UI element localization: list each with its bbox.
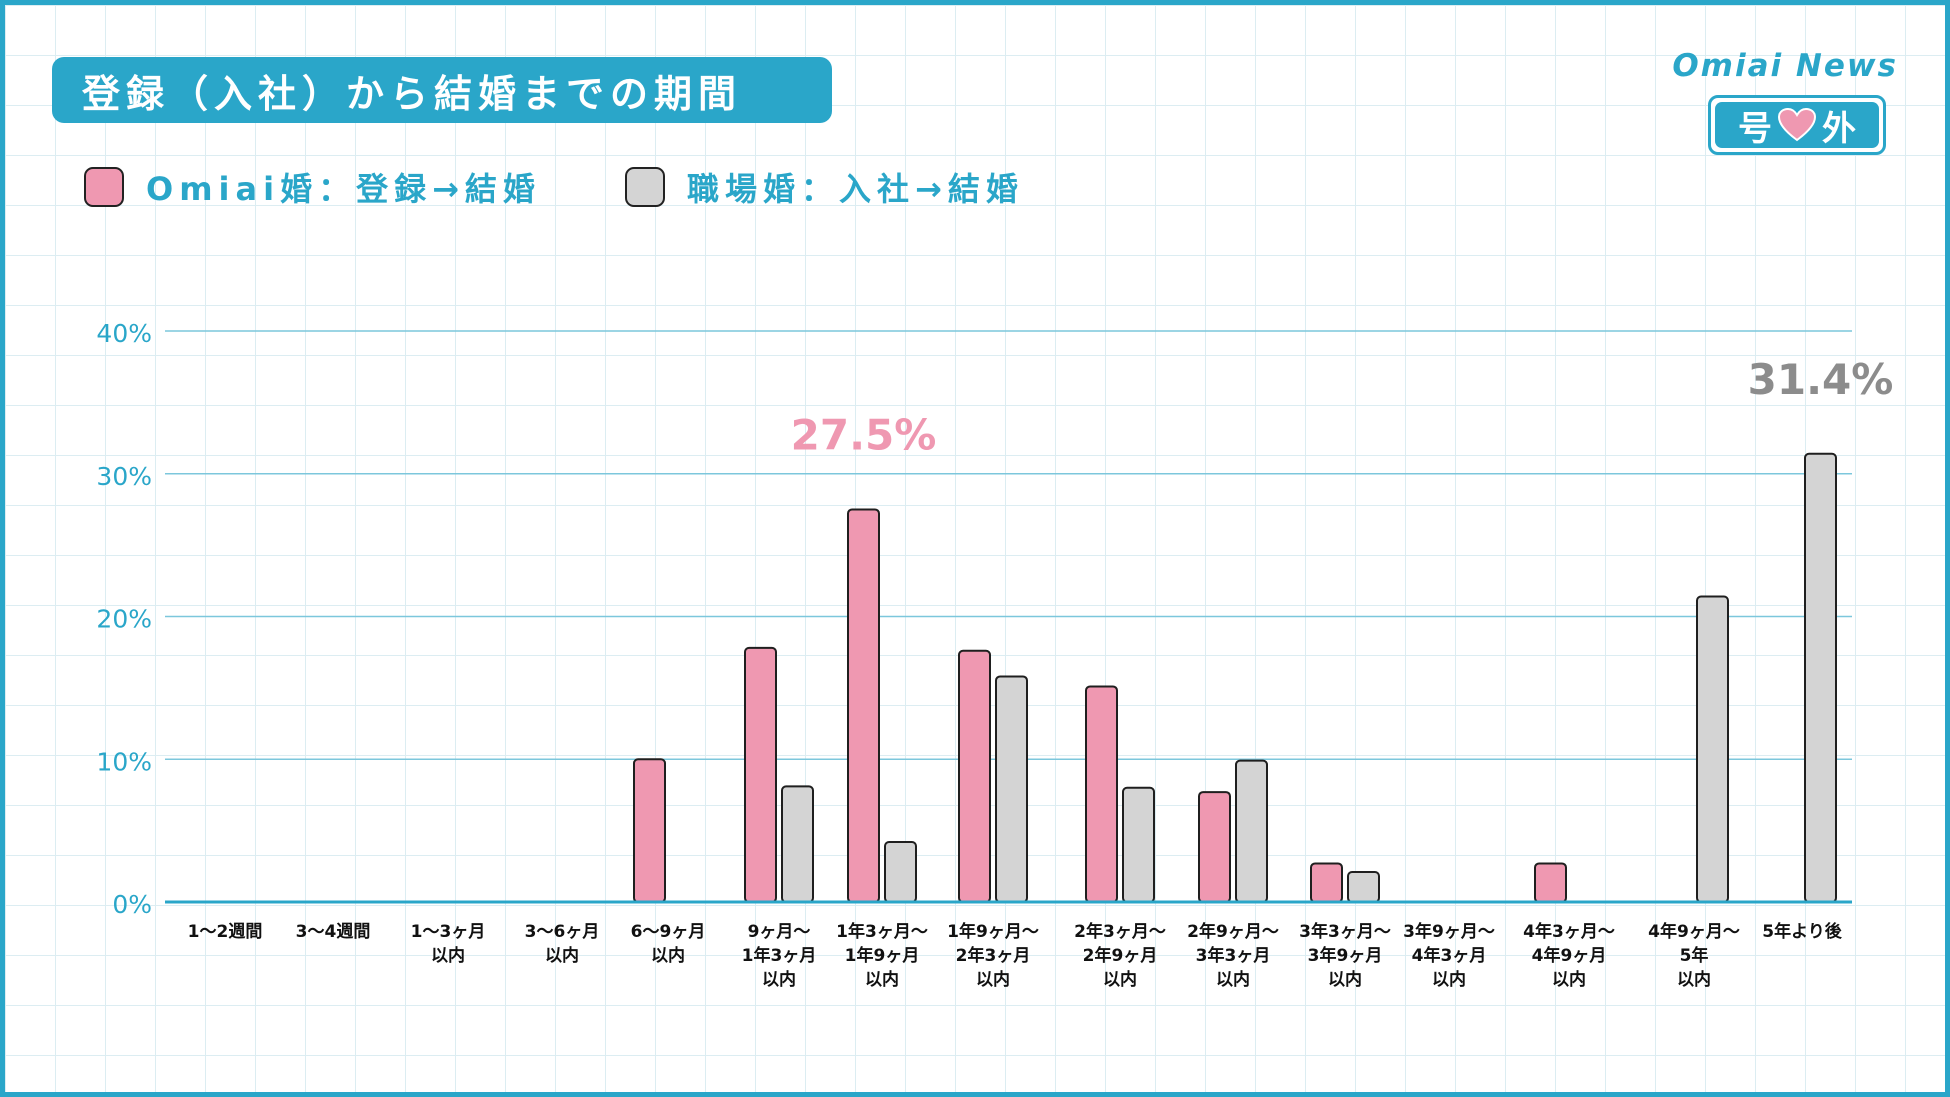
x-tick-label: 1～2週間 [188,922,263,942]
y-tick-label: 40% [96,319,152,348]
brand-badge-left: 号 [1738,108,1772,149]
y-tick-label: 10% [96,747,152,776]
x-tick-label: 2年3ヶ月～ 2年9ヶ月以内 [1074,921,1166,990]
chart-title-text: 登録（入社）から結婚までの期間 [82,71,743,116]
brand-badge-right: 外 [1822,108,1856,149]
legend-label-workplace: 職場婚：入社→結婚 [687,170,1024,208]
bar-workplace [995,675,1028,904]
bar-omiai [1534,862,1567,904]
bar-omiai [633,758,666,903]
x-tick-label: 3年3ヶ月～ 3年9ヶ月以内 [1299,921,1391,990]
x-tick-label: 3～6ヶ月以内 [525,922,600,966]
bar-omiai [847,508,880,903]
bar-workplace [1804,452,1837,903]
x-tick-label: 4年3ヶ月～ 4年9ヶ月以内 [1523,921,1615,990]
bar-workplace [1122,786,1155,903]
bar-omiai [958,649,991,904]
brand-badge: 号 外 [1708,95,1886,155]
bar-omiai [1310,862,1343,904]
data-label: 27.5% [791,410,937,459]
x-tick-label: 9ヶ月～ 1年3ヶ月以内 [742,922,817,990]
x-tick-label: 4年9ヶ月～ 5年以内 [1648,921,1740,990]
x-tick-label: 5年より後 [1762,921,1842,942]
legend-item-workplace: 職場婚：入社→結婚 [625,165,1024,209]
x-tick-label: 1年3ヶ月～ 1年9ヶ月以内 [836,921,928,990]
heart-icon [1778,108,1816,142]
y-tick-label: 0% [112,890,152,919]
legend-swatch-workplace [625,167,665,207]
bar-workplace [781,785,814,903]
x-tick-label: 2年9ヶ月～ 3年3ヶ月以内 [1187,921,1279,990]
bar-workplace [1696,595,1729,903]
legend-label-omiai: Omiai婚：登録→結婚 [146,170,541,208]
bar-workplace [1235,759,1268,903]
x-tick-label: 3～4週間 [296,922,371,942]
bar-workplace [884,841,917,903]
x-tick-label: 1年9ヶ月～ 2年3ヶ月以内 [947,921,1039,990]
bar-workplace [1347,871,1380,904]
brand-logo-text: Omiai News [1672,48,1898,84]
legend-swatch-omiai [84,167,124,207]
bar-omiai [1085,685,1118,904]
x-tick-label: 1～3ヶ月以内 [411,922,486,966]
bar-omiai [1198,791,1231,904]
data-label: 31.4% [1748,355,1894,404]
x-tick-label: 6～9ヶ月以内 [631,922,706,966]
y-tick-label: 20% [96,605,152,634]
y-tick-label: 30% [96,462,152,491]
legend-item-omiai: Omiai婚：登録→結婚 [84,165,541,209]
chart-title: 登録（入社）から結婚までの期間 [52,57,832,123]
bar-omiai [744,646,777,904]
x-tick-label: 3年9ヶ月～ 4年3ヶ月以内 [1403,921,1495,990]
